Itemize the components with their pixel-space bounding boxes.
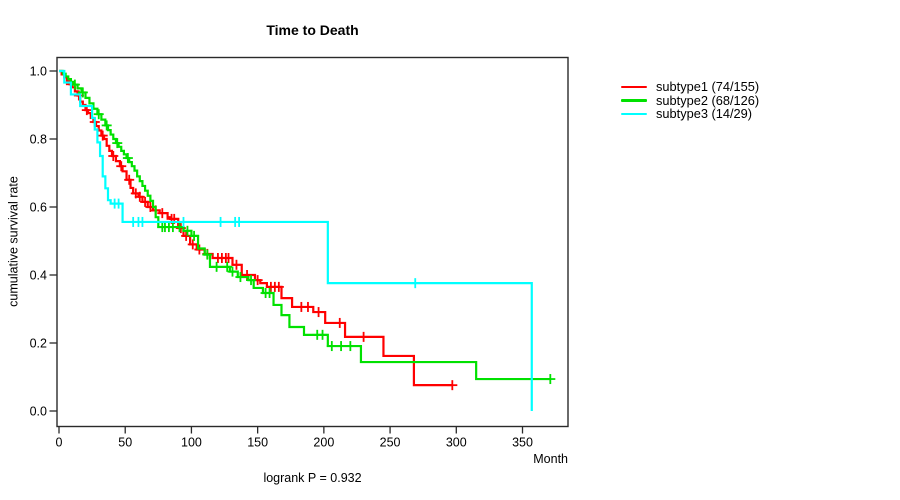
- legend-label: subtype1 (74/155): [656, 79, 760, 95]
- y-tick-label: 0.6: [30, 200, 47, 214]
- x-tick-label: 250: [380, 436, 401, 450]
- survival-curve-subtype2: [59, 69, 551, 381]
- x-axis-title: Month: [533, 452, 568, 466]
- y-tick-label: 1.0: [30, 64, 47, 78]
- x-axis-tick-labels: 0 50 100 150 200 250 300 350: [56, 436, 533, 450]
- y-tick-label: 0.2: [30, 336, 47, 350]
- survival-curve-subtype1: [59, 69, 453, 387]
- y-tick-label: 0.8: [30, 132, 47, 146]
- legend-item: subtype2 (68/126): [621, 92, 760, 108]
- plot-border: [56, 56, 569, 428]
- censor-marks-subtype3: [109, 198, 421, 289]
- y-axis-tick-labels: 0.0 0.2 0.4 0.6 0.8 1.0: [30, 64, 47, 418]
- legend-item: subtype1 (74/155): [621, 79, 760, 95]
- legend-line-swatch-subtype3: [621, 112, 647, 116]
- logrank-p-value: logrank P = 0.932: [263, 471, 362, 485]
- legend-label: subtype2 (68/126): [656, 92, 760, 108]
- legend-line-swatch-subtype1: [621, 85, 647, 89]
- legend: subtype1 (74/155) subtype2 (68/126) subtyp…: [621, 79, 760, 122]
- x-tick-label: 200: [313, 436, 334, 450]
- survival-curve-subtype3: [59, 69, 533, 411]
- legend-line-swatch-subtype2: [621, 99, 647, 102]
- legend-item: subtype3 (14/29): [621, 106, 759, 122]
- legend-label: subtype3 (14/29): [656, 106, 753, 122]
- x-tick-label: 50: [118, 436, 132, 450]
- x-tick-label: 0: [56, 436, 63, 450]
- y-tick-label: 0.0: [30, 404, 47, 418]
- censor-marks-subtype2: [69, 79, 556, 385]
- x-tick-label: 100: [181, 436, 202, 450]
- x-tick-label: 150: [247, 436, 268, 450]
- censor-marks-subtype1: [65, 79, 458, 391]
- y-axis-ticks: [49, 70, 57, 412]
- chart-title: Time to Death: [266, 22, 359, 38]
- x-tick-label: 350: [512, 436, 533, 450]
- y-tick-label: 0.4: [30, 268, 47, 282]
- x-axis-ticks: [58, 426, 524, 434]
- x-tick-label: 300: [446, 436, 467, 450]
